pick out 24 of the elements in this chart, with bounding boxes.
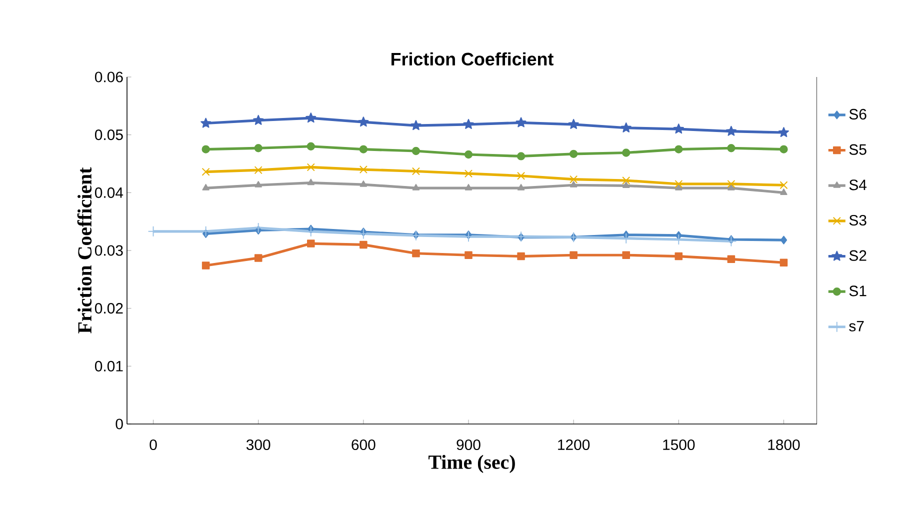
legend-label: S3 xyxy=(849,214,866,226)
x-axis-title: Time (sec) xyxy=(428,454,515,473)
x-tick-label: 1500 xyxy=(663,439,695,450)
legend-label: S2 xyxy=(849,250,866,261)
chart-title: Friction Coefficient xyxy=(392,52,554,66)
legend-label: S6 xyxy=(849,108,866,120)
y-tick-label: 0 xyxy=(116,418,123,430)
legend-label: S4 xyxy=(849,180,867,190)
y-tick-label: 0.01 xyxy=(94,360,123,372)
x-tick-label: 1800 xyxy=(768,439,800,450)
x-tick-label: 1200 xyxy=(558,439,590,450)
legend-label: S5 xyxy=(849,144,866,155)
x-tick-label: 600 xyxy=(352,439,376,450)
x-tick-label: 300 xyxy=(246,439,270,450)
x-tick-label: 0 xyxy=(150,439,157,450)
legend-label: s7 xyxy=(849,320,864,332)
y-tick-label: 0.02 xyxy=(94,303,123,314)
y-tick-label: 0.06 xyxy=(94,72,123,82)
x-tick-label: 900 xyxy=(456,439,480,450)
y-tick-label: 0.03 xyxy=(94,245,123,256)
y-tick-label: 0.04 xyxy=(94,187,124,198)
y-axis-title: Friction Coefficient xyxy=(77,167,92,334)
y-tick-label: 0.05 xyxy=(94,130,123,140)
legend-label: S1 xyxy=(849,286,866,296)
